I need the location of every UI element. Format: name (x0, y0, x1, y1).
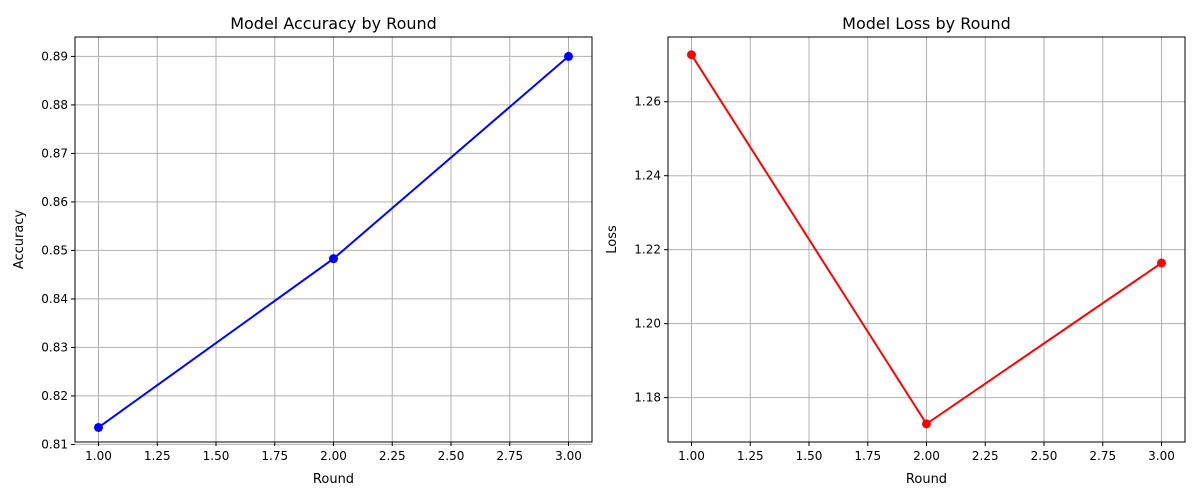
loss-y-tick-label: 1.24 (634, 169, 661, 183)
loss-y-tick-label: 1.26 (634, 95, 661, 109)
loss-x-axis-label: Round (906, 472, 947, 487)
loss-x-tick-label: 1.50 (796, 449, 823, 463)
accuracy-y-tick-label: 0.88 (41, 98, 68, 112)
accuracy-y-tick-label: 0.89 (41, 49, 68, 63)
loss-y-tick-label: 1.20 (634, 317, 661, 331)
loss-x-tick-label: 2.75 (1089, 449, 1116, 463)
accuracy-x-tick-label: 1.00 (85, 449, 112, 463)
accuracy-x-tick-label: 2.25 (379, 449, 406, 463)
accuracy-chart-title: Model Accuracy by Round (230, 14, 437, 33)
accuracy-x-tick-label: 2.50 (438, 449, 465, 463)
accuracy-y-tick-label: 0.82 (41, 389, 68, 403)
accuracy-y-tick-label: 0.83 (41, 340, 68, 354)
loss-x-tick-label: 1.00 (678, 449, 705, 463)
accuracy-y-tick-label: 0.84 (41, 292, 68, 306)
accuracy-x-tick-label: 2.75 (496, 449, 523, 463)
accuracy-y-tick-label: 0.81 (41, 437, 68, 451)
accuracy-x-tick-label: 1.75 (261, 449, 288, 463)
loss-data-point (687, 50, 696, 60)
loss-y-axis-label: Loss (605, 225, 620, 254)
loss-y-tick-label: 1.22 (634, 243, 661, 257)
accuracy-x-tick-label: 2.00 (320, 449, 347, 463)
accuracy-data-point (564, 51, 573, 61)
accuracy-chart: 1.00 1.25 1.50 1.75 2.00 2.25 2.50 2.75 3.00 0.81… (12, 14, 593, 487)
loss-chart: 1.00 1.25 1.50 1.75 2.00 2.25 2.50 2.75 3.00 1.18… (605, 14, 1186, 487)
loss-data-point (922, 419, 931, 429)
loss-data-point (1157, 258, 1166, 268)
accuracy-data-point (329, 254, 338, 264)
accuracy-x-tick-label: 1.25 (144, 449, 171, 463)
loss-y-tick-label: 1.18 (634, 391, 661, 405)
loss-x-tick-label: 3.00 (1148, 449, 1175, 463)
loss-x-tick-label: 2.25 (972, 449, 999, 463)
loss-x-tick-label: 1.75 (854, 449, 881, 463)
accuracy-y-tick-label: 0.87 (41, 146, 68, 160)
accuracy-y-tick-label: 0.85 (41, 243, 68, 257)
accuracy-y-axis-label: Accuracy (12, 210, 27, 270)
accuracy-x-tick-label: 1.50 (203, 449, 230, 463)
accuracy-y-tick-label: 0.86 (41, 195, 68, 209)
accuracy-x-axis-label: Round (313, 472, 354, 487)
loss-x-tick-label: 1.25 (737, 449, 764, 463)
accuracy-x-tick-label: 3.00 (555, 449, 582, 463)
loss-chart-title: Model Loss by Round (842, 14, 1011, 33)
loss-x-tick-label: 2.00 (913, 449, 940, 463)
loss-x-tick-label: 2.50 (1031, 449, 1058, 463)
accuracy-data-point (94, 422, 103, 432)
